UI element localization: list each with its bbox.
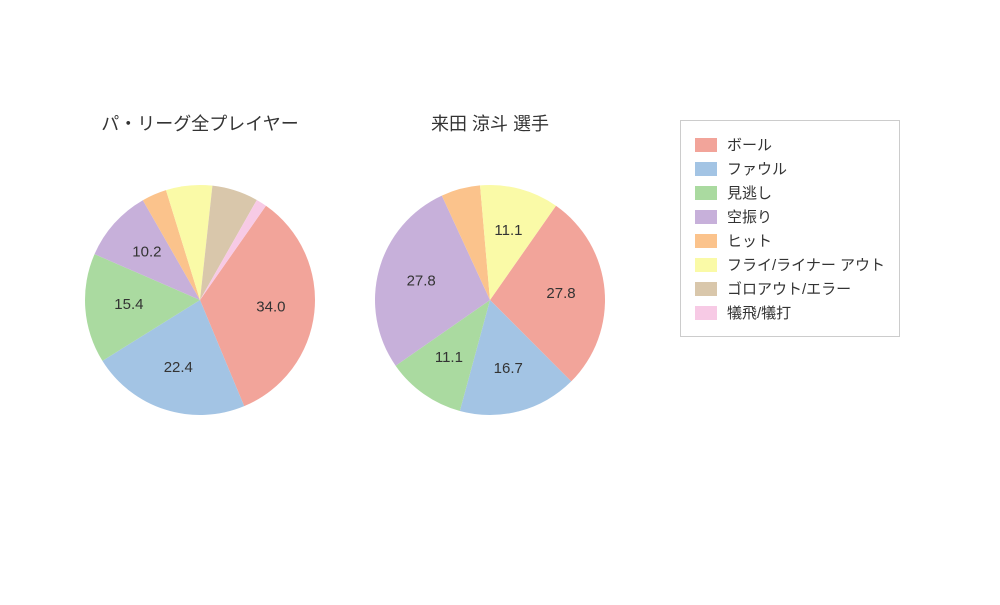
legend-swatch (695, 186, 717, 200)
legend-item-foul: ファウル (695, 158, 885, 179)
legend-swatch (695, 306, 717, 320)
chart-title: パ・リーグ全プレイヤー (101, 114, 298, 134)
legend-label: 見逃し (727, 182, 772, 203)
legend-item-looking: 見逃し (695, 182, 885, 203)
slice-label-swing: 27.8 (407, 272, 436, 289)
legend-item-swing: 空振り (695, 206, 885, 227)
slice-label-looking: 11.1 (435, 349, 463, 366)
legend-label: 犠飛/犠打 (727, 302, 791, 323)
legend-label: ファウル (727, 158, 787, 179)
slice-label-foul: 16.7 (494, 360, 523, 377)
slice-label-ball: 34.0 (256, 299, 285, 316)
legend-item-hit: ヒット (695, 230, 885, 251)
chart-container: { "background_color": "#ffffff", "legend… (0, 0, 1000, 600)
legend-item-ground: ゴロアウト/エラー (695, 278, 885, 299)
legend-label: 空振り (727, 206, 772, 227)
legend-label: フライ/ライナー アウト (727, 254, 885, 275)
legend-swatch (695, 234, 717, 248)
slice-label-ball: 27.8 (546, 285, 575, 302)
legend-item-ball: ボール (695, 134, 885, 155)
slice-label-foul: 22.4 (164, 359, 193, 376)
legend-swatch (695, 162, 717, 176)
legend-swatch (695, 258, 717, 272)
chart-title: 来田 涼斗 選手 (431, 114, 549, 134)
legend-swatch (695, 282, 717, 296)
legend: ボールファウル見逃し空振りヒットフライ/ライナー アウトゴロアウト/エラー犠飛/… (680, 120, 900, 337)
legend-item-flyline: フライ/ライナー アウト (695, 254, 885, 275)
legend-label: ゴロアウト/エラー (727, 278, 851, 299)
slice-label-flyline: 11.1 (494, 222, 522, 239)
legend-label: ヒット (727, 230, 772, 251)
legend-item-sac: 犠飛/犠打 (695, 302, 885, 323)
legend-swatch (695, 138, 717, 152)
slice-label-looking: 15.4 (114, 296, 143, 313)
legend-swatch (695, 210, 717, 224)
slice-label-swing: 10.2 (132, 243, 161, 260)
legend-label: ボール (727, 134, 772, 155)
